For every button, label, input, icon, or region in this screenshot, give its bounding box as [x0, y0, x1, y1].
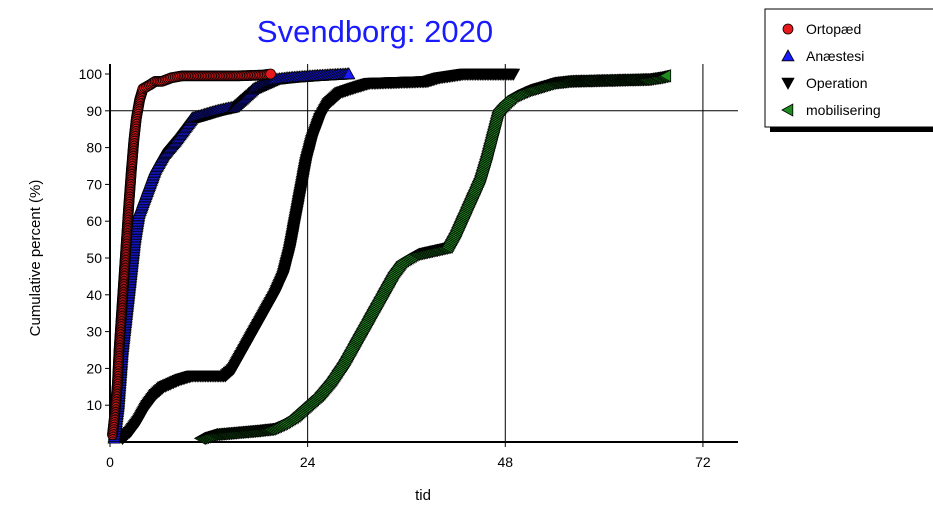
y-tick-label: 40	[86, 287, 102, 303]
y-axis-label: Cumulative percent (%)	[27, 180, 44, 337]
legend-label: Anæstesi	[806, 48, 864, 64]
y-tick-label: 20	[86, 360, 102, 376]
legend-marker	[781, 77, 795, 90]
legend: Ortopæd Anæstesi Operation mobilisering	[764, 8, 933, 132]
x-tick-label: 72	[695, 454, 711, 470]
y-tick-label: 100	[79, 66, 103, 82]
legend-marker	[781, 49, 795, 62]
chart-title: Svendborg: 2020	[257, 14, 493, 49]
y-tick-label: 10	[86, 397, 102, 413]
data-series	[107, 67, 672, 446]
legend-label: mobilisering	[806, 102, 881, 118]
data-point	[265, 68, 276, 80]
y-tick-labels: 10 20 30 40 50 60 70 80 90 100	[79, 66, 110, 413]
data-point	[506, 68, 521, 81]
x-tick-label: 48	[497, 454, 513, 470]
y-tick-label: 30	[86, 324, 102, 340]
data-point	[342, 67, 356, 80]
series-Ortopæd	[107, 68, 276, 441]
series-Anæstesi	[107, 67, 356, 444]
x-axis-label: tid	[415, 487, 431, 504]
legend-label: Ortopæd	[806, 21, 861, 37]
series-mobilisering	[193, 69, 672, 445]
legend-marker	[782, 23, 794, 35]
x-tick-label: 0	[106, 454, 114, 470]
x-tick-label: 24	[300, 454, 316, 470]
y-tick-label: 50	[86, 250, 102, 266]
x-tick-labels: 0 24 48 72	[106, 442, 711, 470]
y-tick-label: 80	[86, 140, 102, 156]
series-Operation	[115, 68, 521, 446]
y-tick-label: 90	[86, 103, 102, 119]
y-tick-label: 60	[86, 213, 102, 229]
legend-label: Operation	[806, 75, 867, 91]
y-tick-label: 70	[86, 176, 102, 192]
data-point	[659, 69, 672, 83]
legend-marker	[781, 103, 794, 117]
